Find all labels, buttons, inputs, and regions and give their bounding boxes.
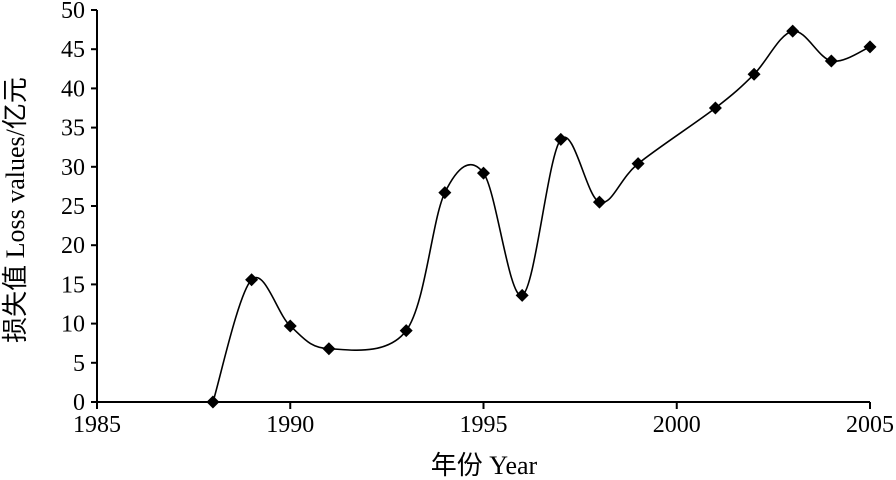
x-axis-label: 年份 Year	[431, 451, 538, 480]
y-tick-label: 10	[61, 312, 85, 338]
series-group	[206, 24, 877, 409]
y-axis-label: 损失值 Loss values/亿元	[1, 77, 30, 343]
x-tick-label: 2000	[653, 412, 701, 438]
data-point-marker	[283, 319, 297, 333]
data-point-marker	[438, 186, 452, 200]
data-point-marker	[554, 132, 568, 146]
data-point-marker	[515, 288, 529, 302]
y-tick-label: 0	[73, 390, 85, 416]
y-tick-label: 50	[61, 0, 85, 24]
data-point-marker	[747, 67, 761, 81]
y-tick-label: 25	[61, 194, 85, 220]
y-tick-label: 40	[61, 76, 85, 102]
data-point-marker	[399, 324, 413, 338]
data-point-marker	[631, 157, 645, 171]
data-point-marker	[824, 54, 838, 68]
y-tick-label: 15	[61, 272, 85, 298]
data-point-marker	[863, 40, 877, 54]
x-tick-label: 2005	[846, 412, 894, 438]
data-point-marker	[708, 101, 722, 115]
y-tick-label: 35	[61, 116, 85, 142]
data-point-marker	[245, 273, 259, 287]
data-point-marker	[322, 342, 336, 356]
y-tick-label: 20	[61, 233, 85, 259]
x-tick-label: 1985	[73, 412, 121, 438]
data-point-marker	[206, 395, 220, 409]
y-tick-label: 30	[61, 155, 85, 181]
x-tick-label: 1995	[460, 412, 508, 438]
tick-marks	[91, 9, 871, 409]
series-line	[212, 30, 871, 403]
tick-labels: 0 5 10 15 20 25 30 35 40 45 50 1985 1990 1995 2000 2005	[61, 0, 894, 438]
data-point-marker	[592, 195, 606, 209]
y-tick-label: 5	[73, 351, 85, 377]
y-tick-label: 45	[61, 37, 85, 63]
data-point-marker	[477, 166, 490, 180]
data-point-marker	[786, 24, 800, 38]
x-tick-label: 1990	[266, 412, 314, 438]
